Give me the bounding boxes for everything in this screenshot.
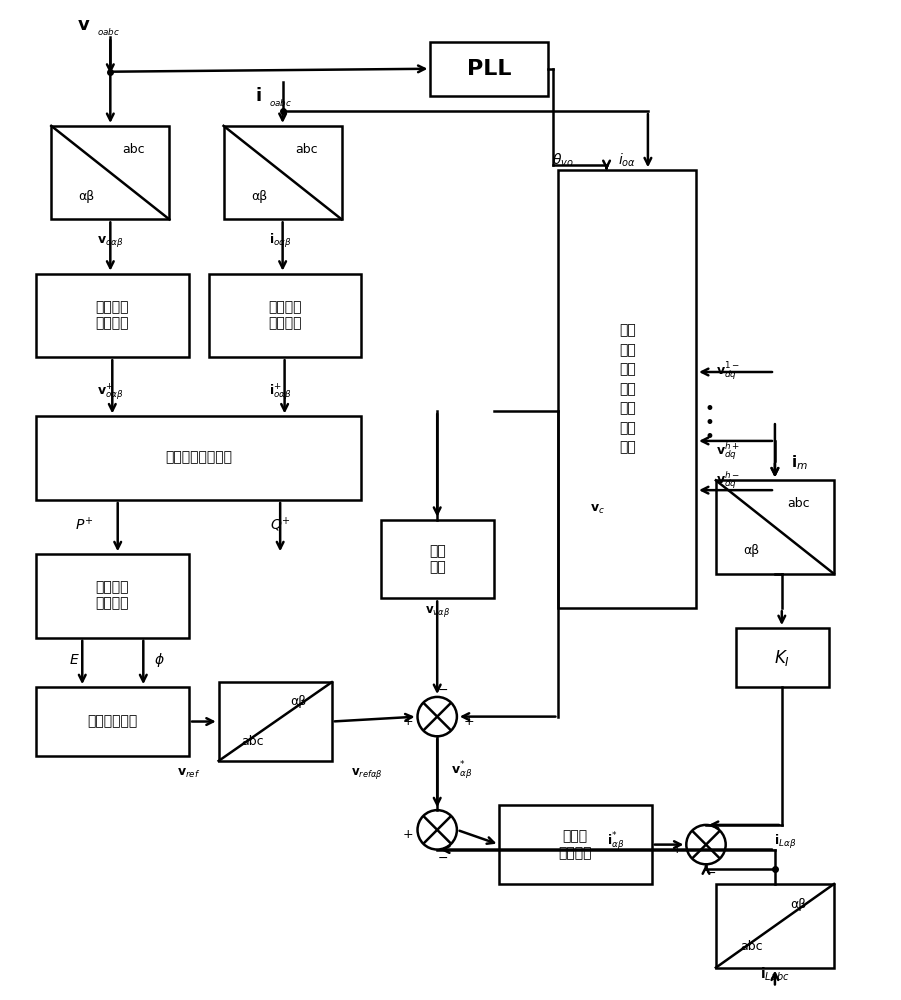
Bar xyxy=(716,480,834,574)
Text: $\mathbf{i}_{m}$: $\mathbf{i}_{m}$ xyxy=(791,453,808,472)
Bar xyxy=(51,126,169,219)
Bar xyxy=(209,274,361,357)
Text: $\mathbf{i}_{Labc}$: $\mathbf{i}_{Labc}$ xyxy=(760,966,790,983)
Bar xyxy=(735,628,829,687)
Text: •: • xyxy=(704,400,714,418)
Bar xyxy=(381,520,495,598)
Text: $\mathbf{v}$: $\mathbf{v}$ xyxy=(77,16,90,34)
Text: abc: abc xyxy=(740,940,762,953)
Text: $P^{+}$: $P^{+}$ xyxy=(75,516,93,533)
Text: $\mathbf{v}_{c}$: $\mathbf{v}_{c}$ xyxy=(590,503,605,516)
Text: 特征
次谐
波正
负序
补偿
电压
计算: 特征 次谐 波正 负序 补偿 电压 计算 xyxy=(619,323,635,454)
Text: •: • xyxy=(704,428,714,446)
Text: PLL: PLL xyxy=(467,59,512,79)
Text: αβ: αβ xyxy=(290,695,306,708)
Text: $\mathbf{i}_{o\alpha\beta}$: $\mathbf{i}_{o\alpha\beta}$ xyxy=(269,232,292,250)
Bar xyxy=(36,687,189,756)
Text: $+$: $+$ xyxy=(671,843,682,856)
Text: $\mathbf{v}_{ref\alpha\beta}$: $\mathbf{v}_{ref\alpha\beta}$ xyxy=(350,766,382,781)
Text: $\mathbf{v}^{+}_{o\alpha\beta}$: $\mathbf{v}^{+}_{o\alpha\beta}$ xyxy=(97,381,123,402)
Text: abc: abc xyxy=(123,143,145,156)
Text: $_{oabc}$: $_{oabc}$ xyxy=(96,24,120,37)
Text: $\mathbf{v}_{ref}$: $\mathbf{v}_{ref}$ xyxy=(177,767,201,780)
Text: $\mathbf{i}^{*}_{\alpha\beta}$: $\mathbf{i}^{*}_{\alpha\beta}$ xyxy=(606,831,624,853)
Text: αβ: αβ xyxy=(250,190,267,203)
Text: 准比例
谐振控制: 准比例 谐振控制 xyxy=(559,830,592,860)
Bar xyxy=(431,42,549,96)
Text: abc: abc xyxy=(241,735,264,748)
Text: $\mathbf{v}^{*}_{\alpha\beta}$: $\mathbf{v}^{*}_{\alpha\beta}$ xyxy=(451,760,472,782)
Text: αβ: αβ xyxy=(743,544,760,557)
Text: 虚拟
阻抗: 虚拟 阻抗 xyxy=(429,544,446,574)
Text: $\mathbf{v}^{h-}_{dq}$: $\mathbf{v}^{h-}_{dq}$ xyxy=(716,470,740,491)
Text: $_{oabc}$: $_{oabc}$ xyxy=(269,95,292,108)
Text: αβ: αβ xyxy=(790,898,806,911)
Text: $-$: $-$ xyxy=(437,851,448,864)
Text: abc: abc xyxy=(787,497,810,510)
Text: $+$: $+$ xyxy=(463,715,474,728)
Bar xyxy=(36,416,361,500)
Text: 基波正序功率计算: 基波正序功率计算 xyxy=(166,451,232,465)
Text: $\phi$: $\phi$ xyxy=(154,651,165,669)
Bar xyxy=(499,805,651,884)
Text: αβ: αβ xyxy=(78,190,95,203)
Bar xyxy=(223,126,341,219)
Text: $\mathbf{i}_{L\alpha\beta}$: $\mathbf{i}_{L\alpha\beta}$ xyxy=(774,833,796,851)
Text: $\mathbf{v}^{1-}_{dq}$: $\mathbf{v}^{1-}_{dq}$ xyxy=(716,361,740,383)
Text: $\theta_{vo}$: $\theta_{vo}$ xyxy=(552,152,574,169)
Text: $\mathbf{v}^{h+}_{dq}$: $\mathbf{v}^{h+}_{dq}$ xyxy=(716,440,740,462)
Text: 参考电压合成: 参考电压合成 xyxy=(87,715,138,729)
Bar xyxy=(559,170,696,608)
Bar xyxy=(36,554,189,638)
Text: $-$: $-$ xyxy=(705,866,716,879)
Text: abc: abc xyxy=(295,143,317,156)
Text: $+$: $+$ xyxy=(402,828,414,841)
Text: $\mathbf{i}^{+}_{o\alpha\beta}$: $\mathbf{i}^{+}_{o\alpha\beta}$ xyxy=(269,381,292,402)
Text: •: • xyxy=(704,414,714,432)
Text: $\mathbf{v}_{v\alpha\beta}$: $\mathbf{v}_{v\alpha\beta}$ xyxy=(424,604,450,619)
Text: 基波正序
功率控制: 基波正序 功率控制 xyxy=(96,580,129,611)
Bar xyxy=(716,884,834,968)
Text: 基波正序
分量提取: 基波正序 分量提取 xyxy=(268,300,301,330)
Text: $Q^{+}$: $Q^{+}$ xyxy=(270,515,291,534)
Text: $i_{o\alpha}$: $i_{o\alpha}$ xyxy=(618,152,636,169)
Text: 基波正序
分量提取: 基波正序 分量提取 xyxy=(96,300,129,330)
Text: $\mathbf{v}_{o\alpha\beta}$: $\mathbf{v}_{o\alpha\beta}$ xyxy=(97,234,123,249)
Text: $E$: $E$ xyxy=(68,653,79,667)
Bar xyxy=(36,274,189,357)
Bar xyxy=(219,682,332,761)
Text: $+$: $+$ xyxy=(402,715,414,728)
Text: $-$: $-$ xyxy=(437,683,448,696)
Text: $\mathbf{i}$: $\mathbf{i}$ xyxy=(255,87,261,105)
Text: $K_I$: $K_I$ xyxy=(774,648,790,668)
